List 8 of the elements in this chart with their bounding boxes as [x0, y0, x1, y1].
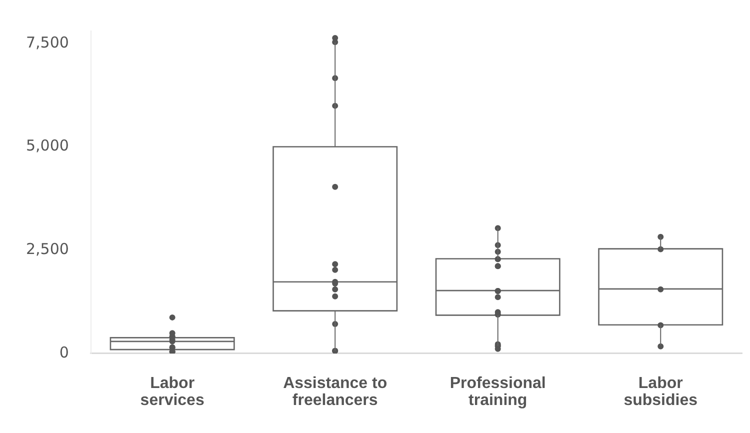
- x-tick-label: Assistance to freelancers: [283, 375, 388, 410]
- y-tick-label: 5,000: [26, 136, 69, 155]
- x-tick-label: Labor services: [140, 375, 204, 410]
- x-tick-label: Professional training: [450, 375, 546, 410]
- y-tick-label: 7,500: [26, 33, 69, 52]
- y-tick-label: 0: [59, 343, 69, 362]
- x-tick-label: Labor subsidies: [624, 375, 698, 410]
- y-tick-label: 2,500: [26, 240, 69, 258]
